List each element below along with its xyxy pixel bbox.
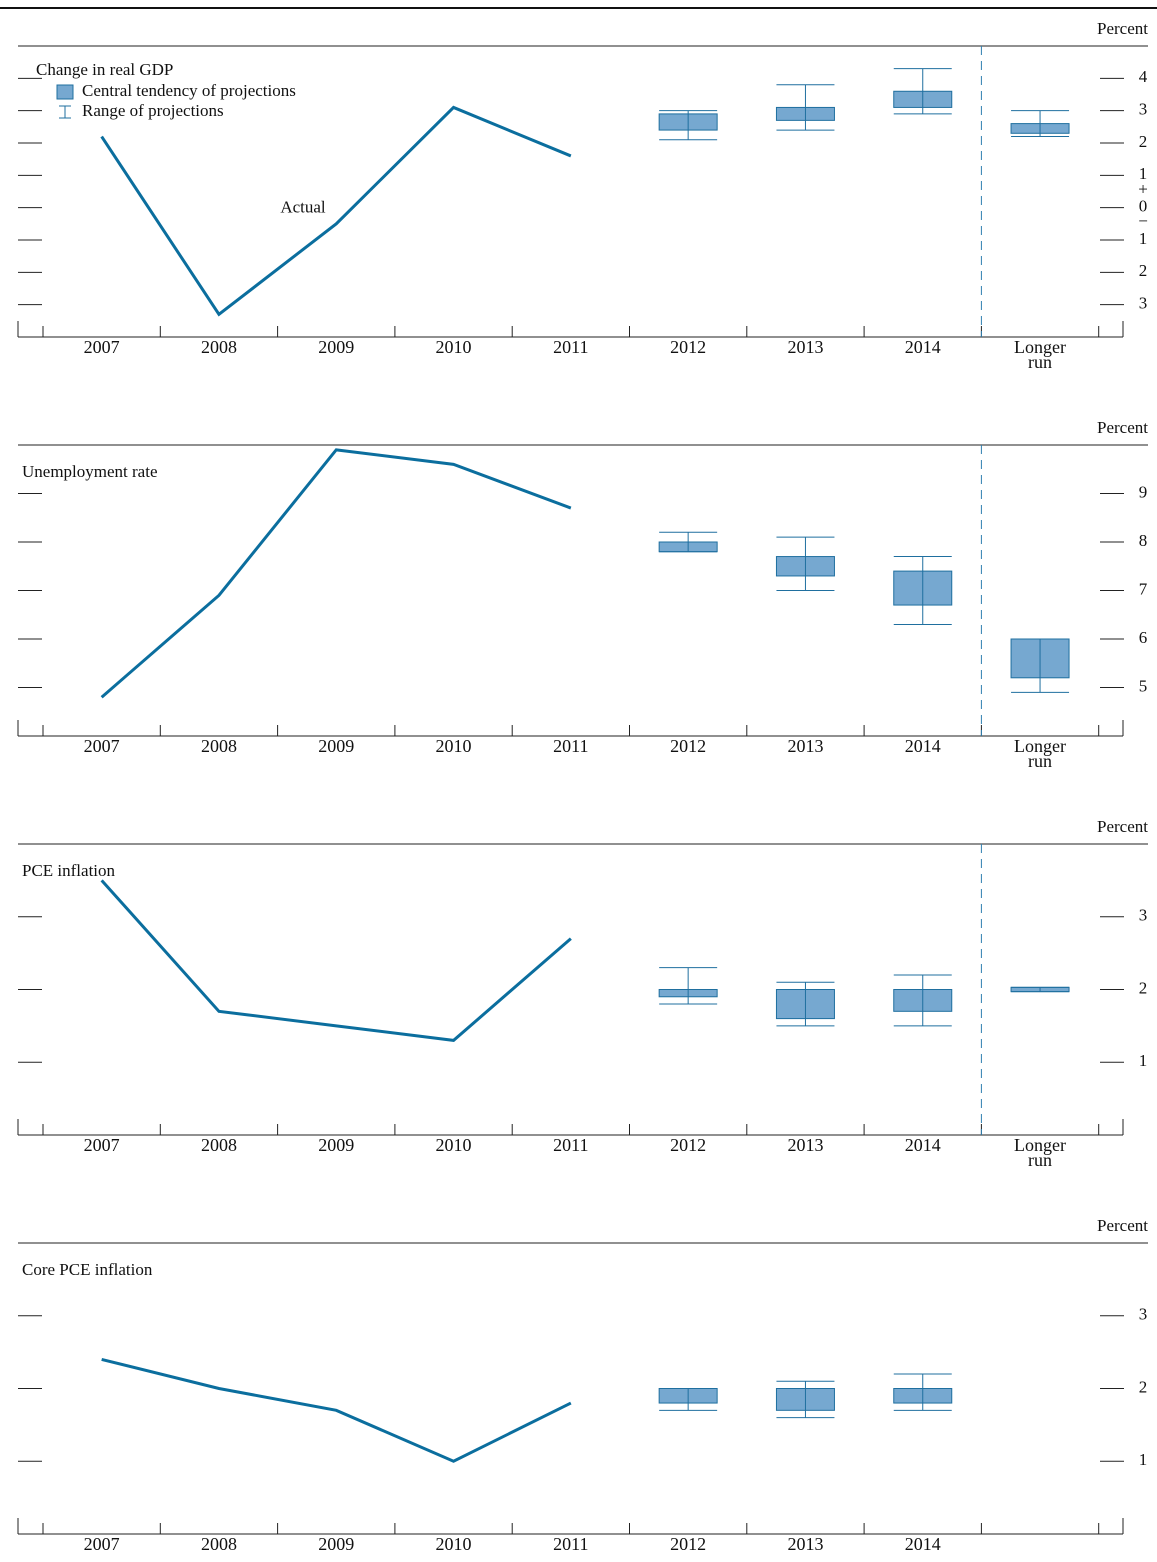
sign-label: − — [1138, 212, 1148, 231]
y-tick-label: 3 — [1139, 906, 1148, 925]
x-tick-label: 2014 — [904, 1135, 941, 1155]
y-tick-label: 2 — [1139, 1377, 1148, 1396]
x-tick-label: 2008 — [200, 337, 237, 357]
unit-label: Percent — [1097, 1216, 1148, 1235]
panel-title: Core PCE inflation — [22, 1260, 153, 1279]
y-tick-label: 1 — [1139, 229, 1148, 248]
x-tick-label: 2012 — [670, 736, 707, 756]
actual-line — [100, 448, 572, 699]
x-tick-label: 2010 — [435, 337, 472, 357]
y-tick-label: 0 — [1139, 197, 1148, 216]
x-tick-label: 2014 — [904, 1534, 941, 1554]
x-tick-label: 2011 — [553, 1534, 589, 1554]
x-tick-label: Longer run — [1014, 736, 1067, 771]
y-tick-label: 7 — [1139, 579, 1148, 598]
x-tick-label: 2009 — [318, 736, 355, 756]
x-tick-label: 2008 — [200, 736, 237, 756]
actual-line — [101, 1357, 572, 1463]
x-tick-label: 2012 — [670, 1534, 707, 1554]
x-tick-label: 2012 — [670, 1135, 707, 1155]
x-tick-label: 2009 — [318, 1135, 355, 1155]
panel-title: PCE inflation — [22, 861, 116, 880]
x-tick-label: 2011 — [553, 736, 589, 756]
y-tick-label: 3 — [1139, 100, 1148, 119]
annotation: Actual — [280, 198, 326, 217]
x-tick-label: 2008 — [200, 1135, 237, 1155]
y-tick-label: 4 — [1139, 67, 1148, 86]
x-tick-label: Longer run — [1014, 1135, 1067, 1170]
legend-label: Range of projections — [82, 101, 224, 120]
y-tick-label: 6 — [1139, 628, 1148, 647]
y-tick-label: 5 — [1139, 676, 1148, 695]
panel-title: Change in real GDP — [36, 60, 173, 79]
x-tick-label: 2007 — [83, 1135, 120, 1155]
y-tick-label: 2 — [1139, 978, 1148, 997]
x-tick-label: 2010 — [435, 736, 472, 756]
x-tick-label: 2010 — [435, 1534, 472, 1554]
x-tick-label: 2011 — [553, 337, 589, 357]
panel-title: Unemployment rate — [22, 462, 158, 481]
x-tick-label: 2013 — [787, 337, 824, 357]
sign-label: + — [1138, 180, 1148, 199]
x-tick-label: 2009 — [318, 337, 355, 357]
legend-label: Central tendency of projections — [82, 81, 296, 100]
x-tick-label: Longer run — [1014, 337, 1067, 372]
x-tick-label: 2007 — [83, 1534, 120, 1554]
x-tick-label: 2014 — [904, 337, 941, 357]
x-tick-label: 2013 — [787, 1135, 824, 1155]
y-tick-label: 1 — [1139, 1051, 1148, 1070]
x-tick-label: 2009 — [318, 1534, 355, 1554]
y-tick-label: 2 — [1139, 261, 1148, 280]
y-tick-label: 3 — [1139, 294, 1148, 313]
unit-label: Percent — [1097, 817, 1148, 836]
unit-label: Percent — [1097, 418, 1148, 437]
x-tick-label: 2013 — [787, 736, 824, 756]
actual-line — [100, 879, 572, 1043]
x-tick-label: 2012 — [670, 337, 707, 357]
y-tick-label: 3 — [1139, 1305, 1148, 1324]
unit-label: Percent — [1097, 19, 1148, 38]
y-tick-label: 2 — [1139, 132, 1148, 151]
x-tick-label: 2007 — [83, 337, 120, 357]
x-tick-label: 2013 — [787, 1534, 824, 1554]
y-tick-label: 8 — [1139, 531, 1148, 550]
y-tick-label: 1 — [1139, 164, 1148, 183]
x-tick-label: 2014 — [904, 736, 941, 756]
y-tick-label: 9 — [1139, 482, 1148, 501]
x-tick-label: 2010 — [435, 1135, 472, 1155]
legend-swatch — [56, 84, 74, 100]
y-tick-label: 1 — [1139, 1450, 1148, 1469]
x-tick-label: 2007 — [83, 736, 120, 756]
x-tick-label: 2008 — [200, 1534, 237, 1554]
x-tick-label: 2011 — [553, 1135, 589, 1155]
actual-line — [100, 105, 572, 317]
